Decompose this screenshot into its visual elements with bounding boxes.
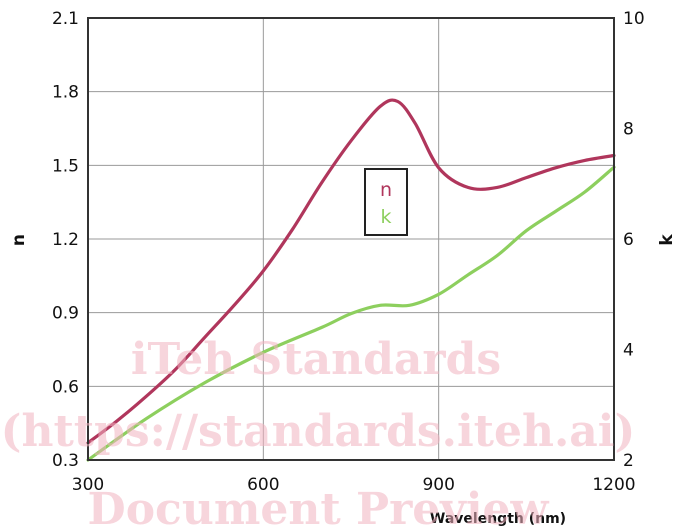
legend-entry-n: n	[380, 179, 392, 201]
left-y-tick-label: 0.6	[52, 377, 79, 397]
x-tick-label: 1200	[592, 475, 635, 495]
left-y-tick-label: 1.8	[52, 83, 79, 103]
watermark: iTeh Standards (https://standards.iteh.a…	[1, 334, 636, 532]
legend: n k	[364, 168, 408, 236]
right-y-tick-label: 2	[623, 451, 634, 471]
left-y-tick-label: 0.9	[52, 304, 79, 324]
plot-frame	[87, 17, 615, 461]
series-layer	[86, 98, 616, 462]
tick-labels: 300 600 900 1200 0.3 0.6 0.9 1.2 1.5 1.8 2.1 2 4 6 8 10	[52, 9, 645, 495]
left-y-tick-label: 1.5	[52, 156, 79, 176]
legend-box	[364, 168, 408, 236]
right-y-tick-label: 6	[623, 230, 634, 250]
watermark-line-1: iTeh Standards	[131, 334, 501, 385]
left-y-tick-label: 2.1	[52, 9, 79, 29]
watermark-line-3: Document Preview	[88, 484, 550, 532]
left-y-tick-label: 0.3	[52, 451, 79, 471]
series-line-k	[86, 165, 616, 462]
right-y-tick-label: 10	[623, 9, 645, 29]
x-tick-label: 900	[422, 475, 454, 495]
right-y-axis-title: k	[657, 234, 677, 246]
legend-entry-k: k	[380, 206, 391, 228]
left-y-tick-label: 1.2	[52, 230, 79, 250]
grid	[87, 17, 615, 461]
right-y-tick-label: 8	[623, 120, 634, 140]
series-line-n	[86, 98, 616, 445]
x-axis-title: Wavelength (nm)	[430, 511, 566, 527]
right-y-tick-label: 4	[623, 341, 634, 361]
x-tick-label: 300	[72, 475, 104, 495]
left-y-axis-title: n	[9, 234, 29, 246]
watermark-line-2: (https://standards.iteh.ai)	[1, 406, 636, 457]
x-tick-label: 600	[247, 475, 279, 495]
